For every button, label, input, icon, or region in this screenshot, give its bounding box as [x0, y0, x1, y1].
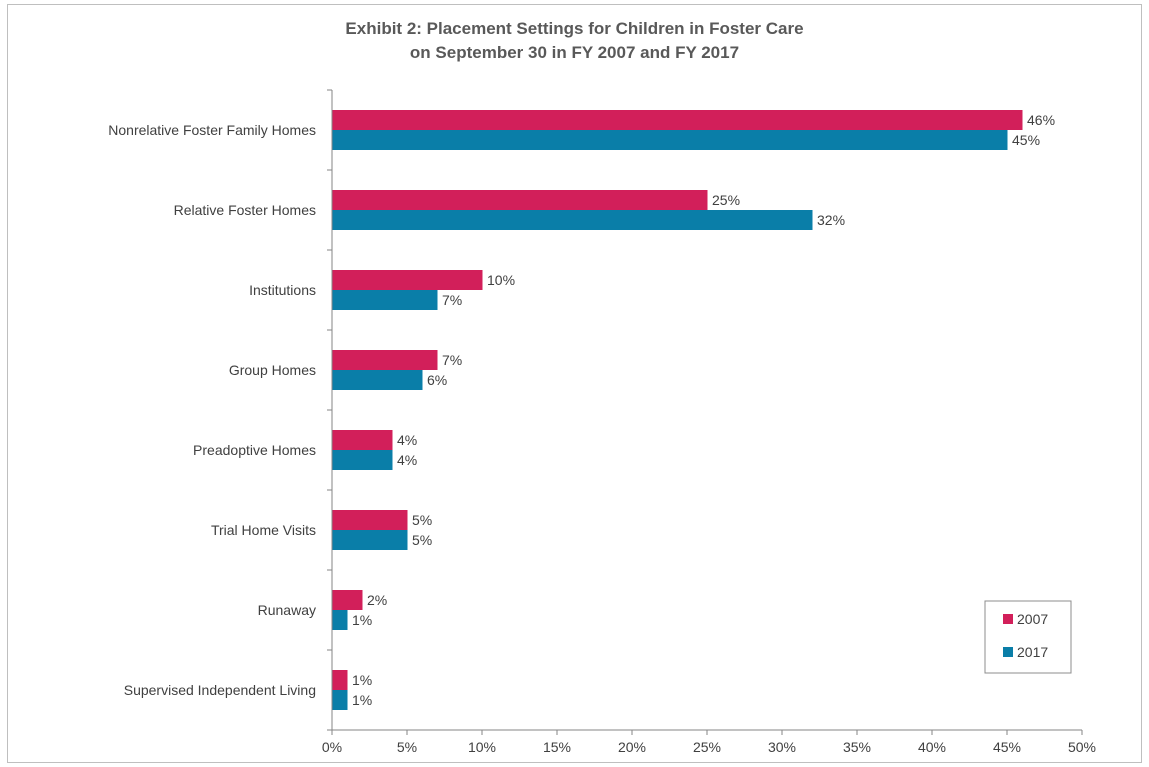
x-tick-label: 30% — [768, 739, 796, 755]
x-tick-label: 15% — [543, 739, 571, 755]
bar-2007 — [332, 270, 483, 290]
legend-box — [984, 600, 1072, 674]
bar-2007 — [332, 510, 408, 530]
data-label-2007: 10% — [487, 272, 515, 288]
x-tick-label: 0% — [322, 739, 342, 755]
x-tick-label: 45% — [993, 739, 1021, 755]
chart-title-line1: Exhibit 2: Placement Settings for Childr… — [345, 19, 804, 38]
data-label-2017: 1% — [352, 692, 372, 708]
category-label: Institutions — [249, 282, 316, 298]
data-label-2007: 7% — [442, 352, 462, 368]
x-tick-label: 35% — [843, 739, 871, 755]
data-label-2017: 7% — [442, 292, 462, 308]
category-label: Relative Foster Homes — [174, 202, 316, 218]
bar-2007 — [332, 590, 363, 610]
x-tick-label: 40% — [918, 739, 946, 755]
data-label-2017: 45% — [1012, 132, 1040, 148]
legend-swatch-2007 — [1003, 614, 1013, 624]
x-tick-label: 20% — [618, 739, 646, 755]
category-label: Runaway — [258, 602, 316, 618]
bar-2017 — [332, 530, 408, 550]
x-tick-label: 5% — [397, 739, 417, 755]
x-tick-label: 50% — [1068, 739, 1096, 755]
bar-2017 — [332, 610, 348, 630]
data-label-2007: 25% — [712, 192, 740, 208]
bar-2017 — [332, 130, 1008, 150]
chart-title: Exhibit 2: Placement Settings for Childr… — [0, 17, 1149, 65]
bar-2017 — [332, 210, 813, 230]
x-tick-label: 25% — [693, 739, 721, 755]
bar-2017 — [332, 690, 348, 710]
data-label-2007: 5% — [412, 512, 432, 528]
data-label-2007: 4% — [397, 432, 417, 448]
category-label: Supervised Independent Living — [124, 682, 316, 698]
bar-2007 — [332, 350, 438, 370]
bar-2007 — [332, 110, 1023, 130]
category-label: Preadoptive Homes — [193, 442, 316, 458]
legend-swatch-2017 — [1003, 647, 1013, 657]
chart-title-line2: on September 30 in FY 2007 and FY 2017 — [409, 43, 740, 62]
data-label-2017: 4% — [397, 452, 417, 468]
data-label-2017: 32% — [817, 212, 845, 228]
legend-label-2007: 2007 — [1017, 611, 1048, 627]
x-tick-label: 10% — [468, 739, 496, 755]
data-label-2017: 6% — [427, 372, 447, 388]
data-label-2007: 2% — [367, 592, 387, 608]
category-label: Trial Home Visits — [211, 522, 316, 538]
bar-2007 — [332, 190, 708, 210]
category-label: Group Homes — [229, 362, 316, 378]
data-label-2007: 1% — [352, 672, 372, 688]
bar-2007 — [332, 670, 348, 690]
bar-2017 — [332, 290, 438, 310]
bar-2017 — [332, 370, 423, 390]
data-label-2017: 1% — [352, 612, 372, 628]
legend-label-2017: 2017 — [1017, 644, 1048, 660]
category-label: Nonrelative Foster Family Homes — [108, 122, 316, 138]
data-label-2007: 46% — [1027, 112, 1055, 128]
bar-2017 — [332, 450, 393, 470]
bar-2007 — [332, 430, 393, 450]
data-label-2017: 5% — [412, 532, 432, 548]
